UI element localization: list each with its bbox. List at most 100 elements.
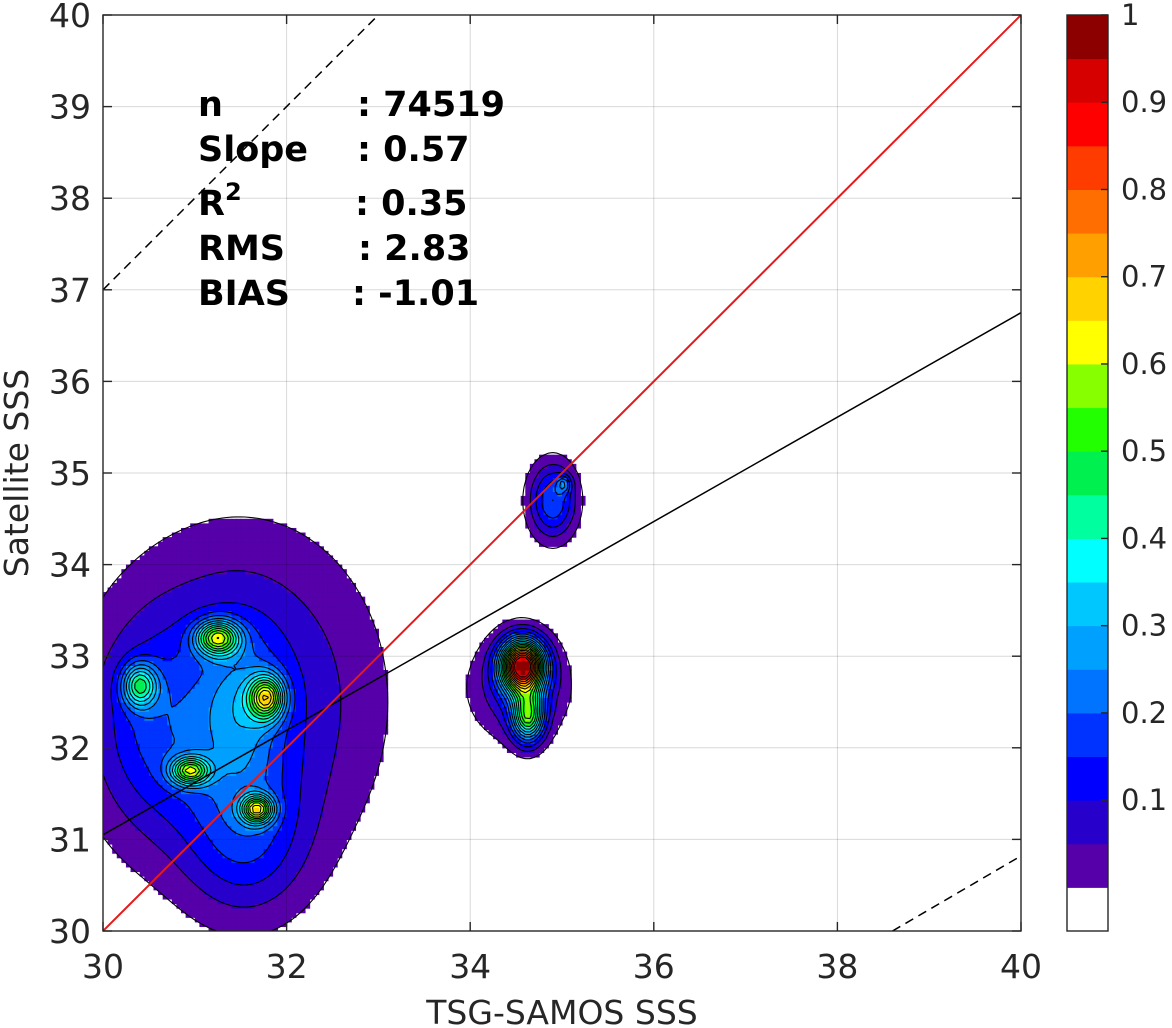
density-cell (520, 738, 526, 744)
density-cell (263, 706, 269, 712)
density-cell (318, 752, 324, 758)
density-cell (203, 582, 210, 589)
density-cell (337, 601, 343, 607)
density-cell (171, 729, 178, 735)
density-cell (314, 743, 320, 749)
density-cell (360, 679, 366, 685)
density-cell (259, 592, 265, 598)
density-cell (304, 743, 311, 749)
density-cell (497, 633, 503, 639)
density-cell (185, 894, 191, 900)
density-cell (162, 853, 168, 859)
density-cell (341, 821, 347, 827)
density-cell (291, 697, 297, 703)
density-cell (162, 592, 168, 598)
density-cell (529, 628, 536, 634)
density-cell (171, 564, 178, 570)
density-cell (162, 564, 168, 570)
density-cell (341, 610, 347, 616)
density-cell (190, 784, 196, 790)
density-cell (318, 784, 324, 790)
density-cell (158, 692, 164, 699)
density-cell (162, 637, 168, 644)
density-cell (171, 720, 178, 726)
density-cell (107, 816, 113, 822)
density-cell (525, 702, 531, 708)
density-cell (231, 541, 237, 547)
density-cell (327, 596, 334, 602)
density-cell (103, 715, 109, 721)
density-cell (135, 798, 141, 804)
density-cell (309, 843, 315, 850)
density-cell (240, 734, 246, 740)
density-cell (245, 642, 251, 648)
density-cell (268, 821, 274, 827)
density-cell (272, 917, 279, 923)
density-cell (167, 894, 173, 900)
density-cell (341, 582, 347, 589)
density-cell (314, 660, 320, 666)
density-cell (295, 715, 301, 721)
density-cell (254, 825, 260, 831)
density-cell (203, 711, 210, 717)
density-cell (249, 720, 256, 726)
density-cell (300, 798, 306, 804)
density-cell (245, 775, 251, 781)
density-cell (337, 605, 343, 611)
density-cell (341, 779, 347, 786)
density-cell (341, 628, 347, 634)
density-cell (337, 633, 343, 639)
density-cell (318, 587, 324, 593)
density-cell (318, 628, 324, 634)
density-cell (203, 674, 210, 680)
density-cell (282, 628, 288, 634)
density-cell (268, 669, 274, 676)
density-cell (341, 683, 347, 689)
density-cell (295, 743, 301, 749)
density-cell (103, 802, 109, 808)
density-cell (236, 784, 242, 790)
density-cell (245, 871, 251, 877)
density-cell (181, 866, 187, 873)
density-cell (341, 724, 347, 731)
density-cell (226, 747, 233, 753)
density-cell (112, 747, 118, 753)
density-cell (314, 587, 320, 593)
density-cell (300, 738, 306, 744)
density-cell (318, 651, 324, 657)
density-cell (364, 697, 370, 703)
density-cell (194, 537, 200, 543)
density-cell (254, 862, 260, 868)
density-cell (171, 642, 178, 648)
density-cell (369, 674, 375, 680)
density-cell (116, 834, 122, 840)
density-cell (135, 605, 141, 611)
density-cell (282, 683, 288, 689)
density-cell (360, 614, 366, 621)
density-cell (203, 555, 210, 561)
density-cell (245, 541, 251, 547)
density-cell (236, 679, 242, 685)
density-cell (190, 843, 196, 850)
density-cell (222, 862, 228, 868)
density-cell (176, 711, 182, 717)
density-cell (194, 912, 200, 918)
density-cell (144, 628, 150, 634)
density-cell (291, 610, 297, 616)
density-cell (360, 610, 366, 616)
density-cell (286, 729, 292, 735)
density-cell (382, 706, 389, 712)
density-cell (135, 830, 141, 836)
density-cell (240, 917, 246, 923)
density-cell (217, 601, 223, 607)
density-cell (167, 614, 173, 621)
density-cell (516, 665, 522, 671)
density-cell (116, 807, 122, 813)
density-cell (369, 779, 375, 786)
density-cell (226, 660, 233, 666)
density-cell (304, 729, 311, 735)
density-cell (539, 747, 545, 753)
density-cell (304, 866, 311, 873)
density-cell (245, 601, 251, 607)
density-cell (566, 679, 572, 685)
